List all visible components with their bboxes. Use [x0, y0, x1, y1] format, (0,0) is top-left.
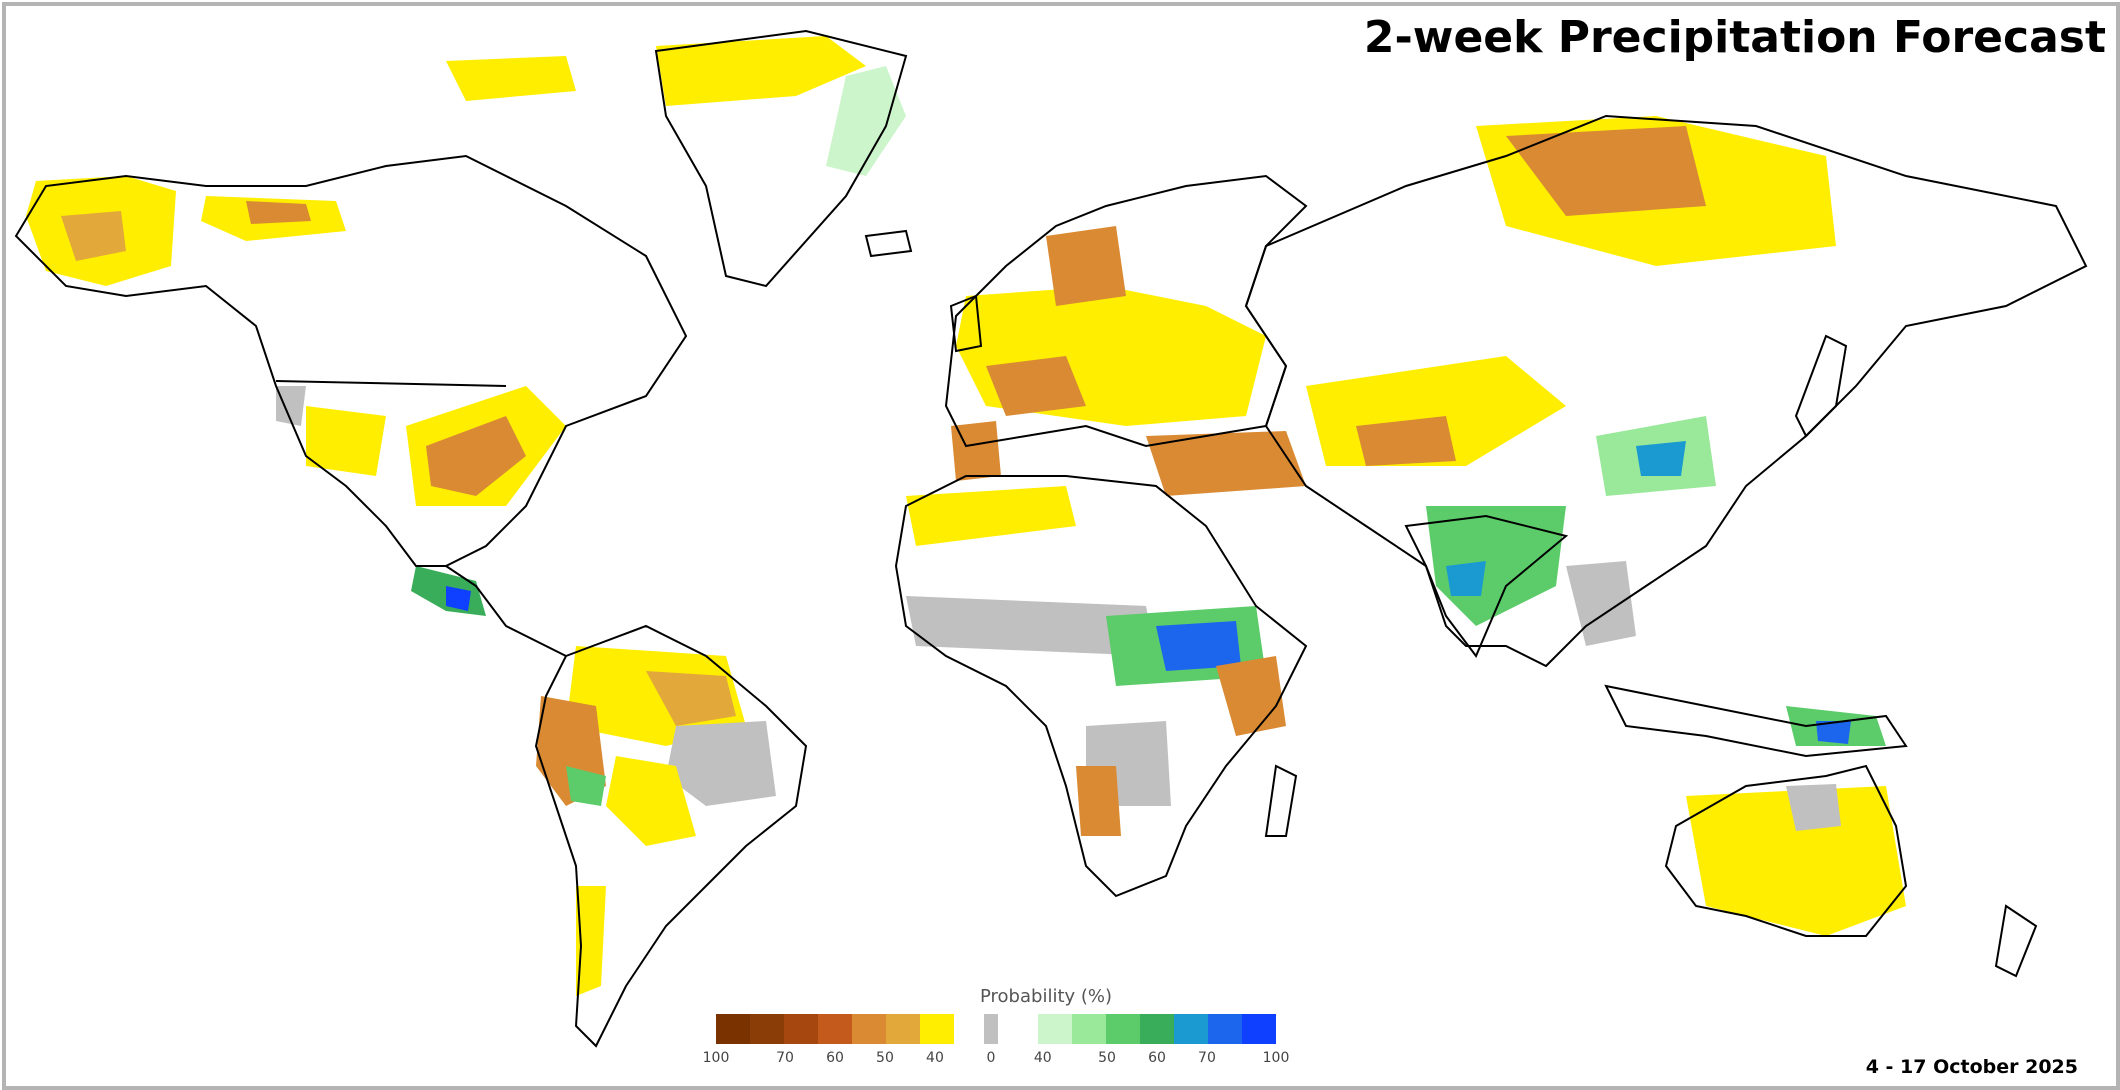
legend-tick-label: 0 [986, 1050, 996, 1066]
dry-region-southern-africa [1076, 766, 1121, 836]
wet-region-new-guinea-core [1816, 721, 1851, 744]
outline-africa [894, 475, 1308, 898]
dry-region-russia-core [1506, 126, 1706, 216]
legend-dry-swatch [750, 1014, 784, 1044]
forecast-date-range: 4 - 17 October 2025 [1865, 1056, 2078, 1078]
dry-region-greenland [656, 36, 866, 106]
legend-tick-label: 60 [826, 1050, 844, 1066]
world-map [14, 29, 2088, 1048]
outline-canada-us-border [275, 380, 507, 387]
neutral-region-se-asia [1566, 561, 1636, 646]
map-title: 2-week Precipitation Forecast [1363, 12, 2106, 63]
outline-new-zealand [1994, 904, 2038, 978]
legend-tick-label: 40 [926, 1050, 944, 1066]
legend-wet-swatch [1140, 1014, 1174, 1044]
wet-region-india-core [1446, 561, 1486, 596]
legend-dry-swatch [886, 1014, 920, 1044]
outline-north-america [14, 154, 688, 567]
outline-indonesia [1604, 684, 1908, 758]
wet-region-china-core [1636, 441, 1686, 476]
dry-region-nw-canada-core [246, 201, 311, 224]
legend-tick-label: 40 [1033, 1050, 1052, 1066]
legend-title: Probability (%) [980, 986, 1113, 1007]
legend-dry-swatch [920, 1014, 954, 1044]
legend-tick-label: 70 [1198, 1050, 1216, 1066]
dry-region-horn-africa [1216, 656, 1286, 736]
dry-region-alaska-core [61, 211, 126, 261]
dry-region-arctic [446, 56, 576, 101]
wet-region-central-america-core [446, 586, 471, 611]
outline-greenland [654, 29, 908, 288]
outline-japan [1794, 334, 1848, 438]
neutral-region-brazil [666, 721, 776, 806]
outline-central-america [445, 565, 567, 657]
wet-region-greenland [826, 66, 906, 176]
outline-india [1404, 514, 1569, 658]
outline-madagascar [1264, 764, 1298, 837]
outline-asia [1244, 114, 2088, 668]
dry-region-turkey-iran [1146, 431, 1306, 496]
dry-region-north-africa [906, 486, 1076, 546]
legend-colorbar [716, 1014, 1416, 1044]
legend-tick-label: 50 [876, 1050, 894, 1066]
outline-iceland [864, 229, 913, 258]
outline-uk [949, 294, 983, 353]
legend-wet-swatch [1038, 1014, 1072, 1044]
legend-tick-label: 70 [776, 1050, 794, 1066]
dry-region-iberia [951, 421, 1001, 481]
legend-tick-label: 100 [702, 1050, 730, 1066]
legend-wet-swatch [1174, 1014, 1208, 1044]
dry-region-south-america-north-core [646, 671, 736, 726]
legend-dry-swatch [818, 1014, 852, 1044]
neutral-region-sahel [906, 596, 1156, 656]
dry-region-central-asia-core [1356, 416, 1456, 466]
legend-tick-label: 60 [1148, 1050, 1166, 1066]
dry-region-australia [1686, 786, 1906, 936]
legend-dry-swatch [716, 1014, 750, 1044]
wet-region-andes [566, 766, 606, 806]
legend-wet-swatch [1242, 1014, 1276, 1044]
legend-dry-swatch [784, 1014, 818, 1044]
legend-tick-label: 50 [1098, 1050, 1116, 1066]
dry-region-us-central-core [426, 416, 526, 496]
dry-region-brazil [606, 756, 696, 846]
outline-australia [1664, 764, 1908, 937]
dry-region-europe-core [986, 356, 1086, 416]
legend-wet-swatch [1072, 1014, 1106, 1044]
dry-region-patagonia [576, 886, 606, 996]
probability-legend: Probability (%) 100 70 60 50 40 0 40 50 60 70 100 [703, 986, 1412, 1066]
legend-dry-swatch [852, 1014, 886, 1044]
dry-region-us-west [306, 406, 386, 476]
neutral-region-us-west [276, 386, 306, 426]
dry-region-scandinavia [1046, 226, 1126, 306]
legend-wet-swatch [1208, 1014, 1242, 1044]
legend-wet-swatch [1106, 1014, 1140, 1044]
wet-region-east-africa-core [1156, 621, 1241, 671]
neutral-region-australia [1786, 784, 1841, 831]
outline-south-america [534, 624, 808, 1048]
land-outlines [14, 29, 2088, 1048]
legend-neutral-swatch [984, 1014, 998, 1044]
legend-tick-label: 100 [1262, 1050, 1290, 1066]
forecast-anomaly-layer [26, 36, 1906, 996]
